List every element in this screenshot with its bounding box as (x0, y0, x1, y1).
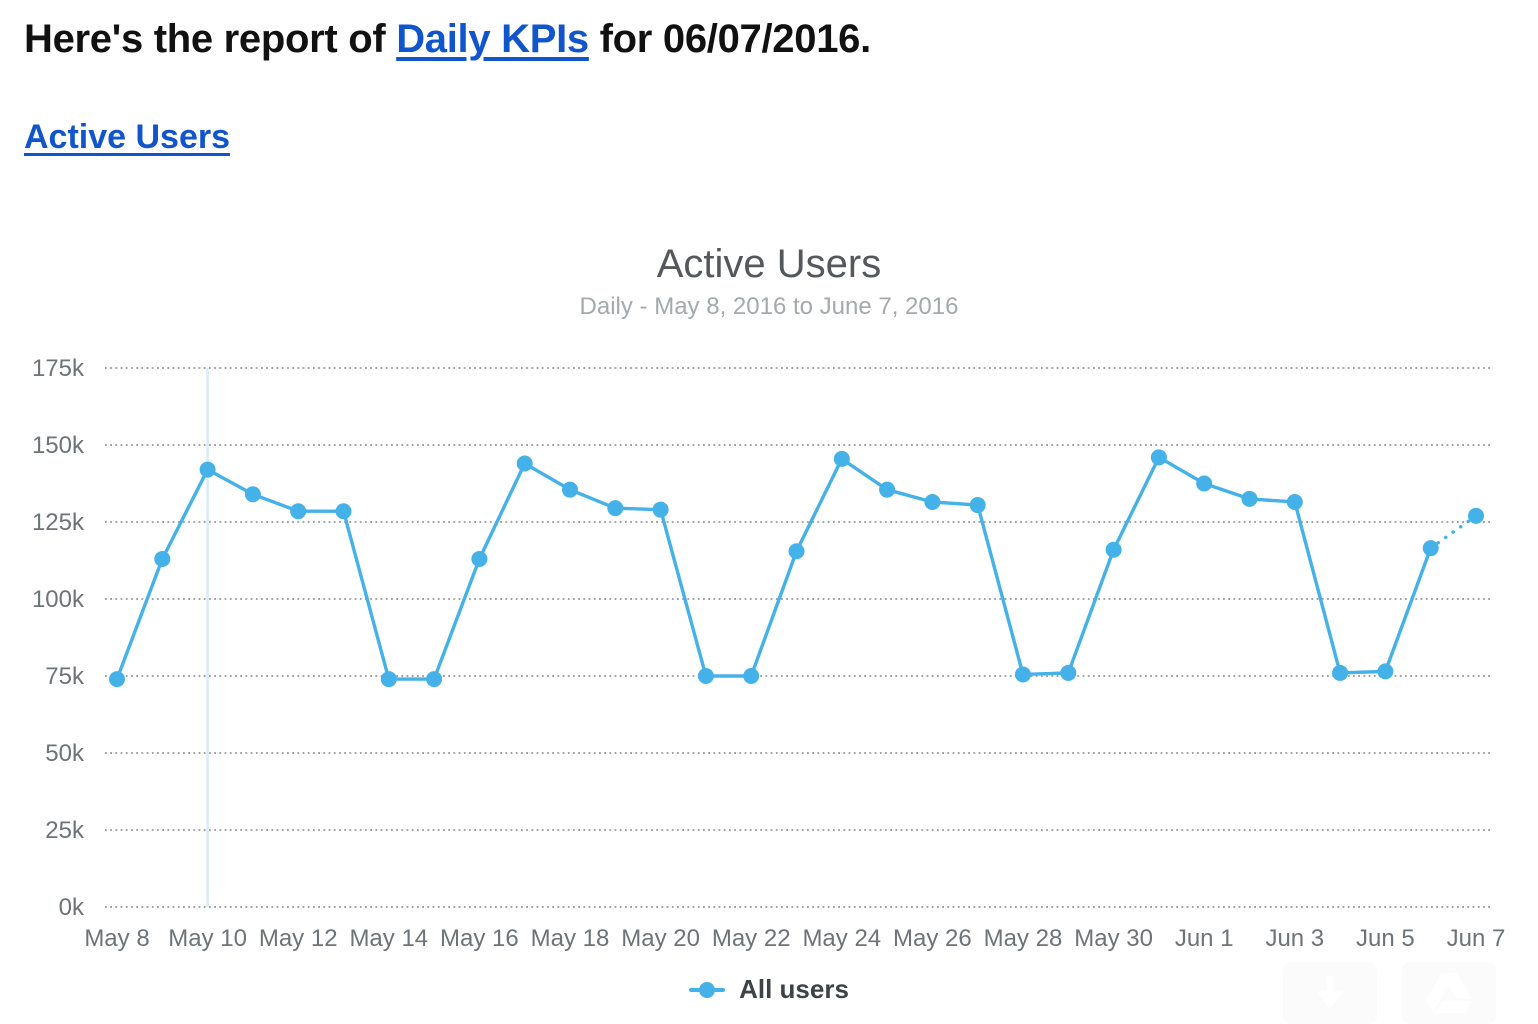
data-point[interactable] (607, 500, 624, 517)
data-point[interactable] (788, 543, 805, 560)
chart-title: Active Users (656, 242, 882, 286)
data-point[interactable] (924, 493, 941, 510)
x-axis-label: May 14 (349, 925, 428, 952)
x-axis-label: Jun 5 (1356, 925, 1415, 952)
y-axis-label: 100k (32, 586, 85, 613)
y-axis-label: 0k (59, 894, 85, 921)
data-point[interactable] (244, 486, 261, 503)
heading-prefix: Here's the report of (24, 17, 397, 61)
x-axis-label: May 10 (168, 925, 247, 952)
data-point[interactable] (1332, 664, 1349, 681)
data-point[interactable] (1196, 475, 1213, 492)
data-point[interactable] (471, 550, 488, 567)
x-axis-label: May 24 (802, 925, 881, 952)
x-axis-label: May 8 (84, 925, 149, 952)
data-point[interactable] (380, 671, 397, 688)
x-axis-label: Jun 1 (1175, 925, 1234, 952)
data-point[interactable] (516, 455, 533, 472)
data-point[interactable] (562, 481, 578, 498)
x-axis-label: May 20 (621, 925, 700, 952)
series-line-partial-segment (1428, 514, 1478, 550)
y-axis-label: 125k (32, 509, 85, 536)
data-point[interactable] (743, 668, 760, 684)
google-drive-button[interactable] (1402, 962, 1496, 1024)
chart-legend: All users (0, 974, 1538, 1005)
data-point[interactable] (969, 497, 986, 514)
legend-series-marker-icon (689, 981, 726, 998)
chart-subtitle: Daily - May 8, 2016 to June 7, 2016 (579, 293, 959, 320)
legend-label: All users (739, 974, 849, 1004)
x-axis-label: May 18 (531, 925, 610, 952)
data-point[interactable] (335, 503, 352, 520)
data-point[interactable] (1150, 449, 1167, 466)
active-users-line-chart: 0k 25k 50k 75k 100k 125k 150k 175k May 8 May 10 Ma… (32, 355, 1506, 952)
data-point[interactable] (879, 481, 896, 498)
data-point[interactable] (154, 550, 171, 567)
y-axis-label: 175k (32, 355, 85, 382)
x-axis-label: Jun 7 (1447, 925, 1506, 952)
y-axis-label: 25k (45, 817, 85, 844)
data-point[interactable] (652, 501, 669, 518)
active-users-link[interactable]: Active Users (24, 118, 231, 156)
x-axis-label: May 26 (893, 925, 972, 952)
data-point[interactable] (1468, 507, 1484, 524)
daily-kpis-link[interactable]: Daily KPIs (396, 17, 589, 61)
data-point[interactable] (1286, 493, 1303, 510)
report-heading: Here's the report of Daily KPIs for 06/0… (24, 14, 1514, 64)
chart-actions (1283, 962, 1496, 1024)
data-point[interactable] (833, 450, 850, 467)
series-line (115, 455, 1433, 681)
y-axis-label: 50k (45, 740, 85, 767)
x-axis-label: May 16 (440, 925, 519, 952)
heading-suffix: for 06/07/2016. (588, 17, 872, 61)
google-drive-icon (1426, 972, 1472, 1014)
y-axis-label: 75k (45, 663, 85, 690)
data-point[interactable] (199, 461, 216, 478)
data-point[interactable] (1241, 490, 1258, 507)
data-point[interactable] (1060, 664, 1077, 681)
download-button[interactable] (1283, 962, 1377, 1024)
x-axis-label: Jun 3 (1265, 925, 1324, 952)
data-point[interactable] (1105, 541, 1122, 558)
data-point[interactable] (697, 668, 714, 684)
data-point[interactable] (1422, 540, 1439, 557)
data-point[interactable] (426, 671, 443, 688)
x-axis-label: May 30 (1074, 925, 1153, 952)
x-axis-label: May 28 (984, 925, 1063, 952)
x-axis-label: May 12 (259, 925, 338, 952)
legend-dot-icon (699, 981, 716, 998)
data-point[interactable] (109, 671, 125, 688)
x-axis-label: May 22 (712, 925, 791, 952)
download-icon (1316, 975, 1344, 1009)
data-point[interactable] (290, 503, 307, 520)
data-point[interactable] (1015, 666, 1031, 683)
data-point[interactable] (1377, 663, 1394, 680)
y-axis-label: 150k (32, 432, 85, 459)
